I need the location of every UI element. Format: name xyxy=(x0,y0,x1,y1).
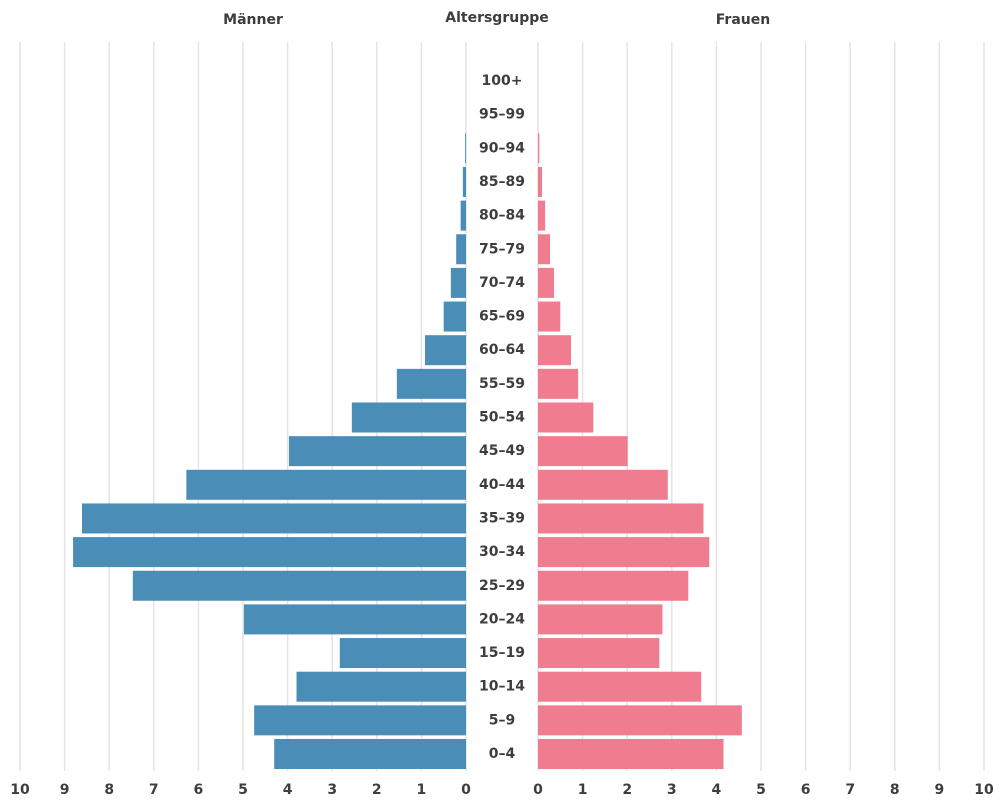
bar-frauen-15–19 xyxy=(538,638,660,669)
tick-label-frauen: 1 xyxy=(578,782,588,798)
header-altersgruppe: Altersgruppe xyxy=(445,10,549,26)
age-group-label: 70–74 xyxy=(479,275,525,291)
tick-label-frauen: 9 xyxy=(935,782,945,798)
age-group-label: 15–19 xyxy=(479,645,525,661)
tick-label-frauen: 10 xyxy=(974,782,994,798)
axis-tick-labels: 0 0 1 1 2 2 3 3 4 4 5 5 6 6 7 7 8 8 9 9 10 10 xyxy=(10,782,994,798)
bar-maenner-25–29 xyxy=(132,570,466,601)
bar-frauen-20–24 xyxy=(538,604,663,635)
bar-frauen-90–94 xyxy=(538,133,540,164)
tick-label-maenner: 8 xyxy=(104,782,114,798)
tick-label-maenner: 3 xyxy=(327,782,337,798)
bar-maenner-85–89 xyxy=(462,166,466,197)
age-group-label: 40–44 xyxy=(479,477,525,493)
age-group-label: 45–49 xyxy=(479,443,525,459)
tick-label-maenner: 1 xyxy=(417,782,427,798)
header-frauen: Frauen xyxy=(716,12,770,28)
bar-maenner-10–14 xyxy=(296,671,466,702)
age-group-label: 85–89 xyxy=(479,174,525,190)
age-group-label: 80–84 xyxy=(479,208,525,224)
tick-label-maenner: 4 xyxy=(283,782,293,798)
bar-frauen-60–64 xyxy=(538,335,572,366)
tick-label-maenner: 10 xyxy=(10,782,30,798)
tick-label-frauen: 3 xyxy=(667,782,677,798)
bar-maenner-80–84 xyxy=(460,200,466,231)
bar-frauen-75–79 xyxy=(538,234,551,265)
bar-maenner-40–44 xyxy=(186,469,466,500)
bar-frauen-10–14 xyxy=(538,671,702,702)
bar-maenner-45–49 xyxy=(288,436,466,467)
age-group-labels: 0–4 5–9 10–14 15–19 20–24 25–29 30–34 35–39 40–4… xyxy=(479,73,525,762)
tick-label-frauen: 5 xyxy=(756,782,766,798)
bar-frauen-40–44 xyxy=(538,469,668,500)
bar-maenner-20–24 xyxy=(243,604,466,635)
bar-frauen-0–4 xyxy=(538,739,724,769)
age-group-label: 10–14 xyxy=(479,679,525,695)
bar-frauen-25–29 xyxy=(538,570,689,601)
tick-label-maenner: 2 xyxy=(372,782,382,798)
gridlines xyxy=(19,42,985,771)
bar-maenner-30–34 xyxy=(73,537,466,568)
bar-maenner-65–69 xyxy=(443,301,466,332)
bar-frauen-35–39 xyxy=(538,503,704,534)
bar-frauen-55–59 xyxy=(538,368,579,399)
age-group-label: 100+ xyxy=(482,73,523,89)
bar-maenner-5–9 xyxy=(254,705,466,736)
bar-maenner-0–4 xyxy=(274,739,466,769)
bar-frauen-65–69 xyxy=(538,301,561,332)
bar-frauen-30–34 xyxy=(538,537,710,568)
bar-frauen-45–49 xyxy=(538,436,628,467)
tick-label-frauen: 6 xyxy=(801,782,811,798)
header-maenner: Männer xyxy=(223,12,283,28)
bar-maenner-55–59 xyxy=(396,368,466,399)
age-group-label: 75–79 xyxy=(479,241,525,257)
bar-maenner-90–94 xyxy=(465,133,466,164)
age-group-label: 60–64 xyxy=(479,342,525,358)
tick-label-frauen: 4 xyxy=(712,782,722,798)
age-group-label: 35–39 xyxy=(479,510,525,526)
age-group-label: 20–24 xyxy=(479,611,525,627)
bar-frauen-80–84 xyxy=(538,200,546,231)
bar-maenner-75–79 xyxy=(456,234,466,265)
age-group-label: 55–59 xyxy=(479,376,525,392)
tick-label-maenner: 9 xyxy=(60,782,70,798)
age-group-label: 50–54 xyxy=(479,410,525,426)
bar-frauen-70–74 xyxy=(538,267,555,298)
bar-maenner-70–74 xyxy=(450,267,466,298)
bar-maenner-50–54 xyxy=(351,402,466,433)
tick-label-frauen: 2 xyxy=(622,782,632,798)
age-group-label: 95–99 xyxy=(479,107,525,123)
bars-frauen xyxy=(538,133,742,769)
bar-maenner-15–19 xyxy=(339,638,466,669)
tick-label-maenner: 6 xyxy=(194,782,204,798)
bar-frauen-85–89 xyxy=(538,166,543,197)
tick-label-maenner: 7 xyxy=(149,782,159,798)
tick-label-frauen: 8 xyxy=(890,782,900,798)
bar-maenner-35–39 xyxy=(81,503,466,534)
age-group-label: 0–4 xyxy=(489,746,516,762)
tick-label-maenner: 5 xyxy=(238,782,248,798)
tick-label-frauen: 7 xyxy=(845,782,855,798)
age-group-label: 90–94 xyxy=(479,140,525,156)
age-group-label: 5–9 xyxy=(489,712,515,728)
age-group-label: 65–69 xyxy=(479,309,525,325)
bars-maenner xyxy=(73,133,466,769)
bar-frauen-5–9 xyxy=(538,705,742,736)
age-group-label: 25–29 xyxy=(479,578,525,594)
tick-label-frauen: 0 xyxy=(533,782,543,798)
age-group-label: 30–34 xyxy=(479,544,525,560)
bar-maenner-60–64 xyxy=(424,335,466,366)
tick-label-maenner: 0 xyxy=(461,782,471,798)
bar-frauen-50–54 xyxy=(538,402,594,433)
